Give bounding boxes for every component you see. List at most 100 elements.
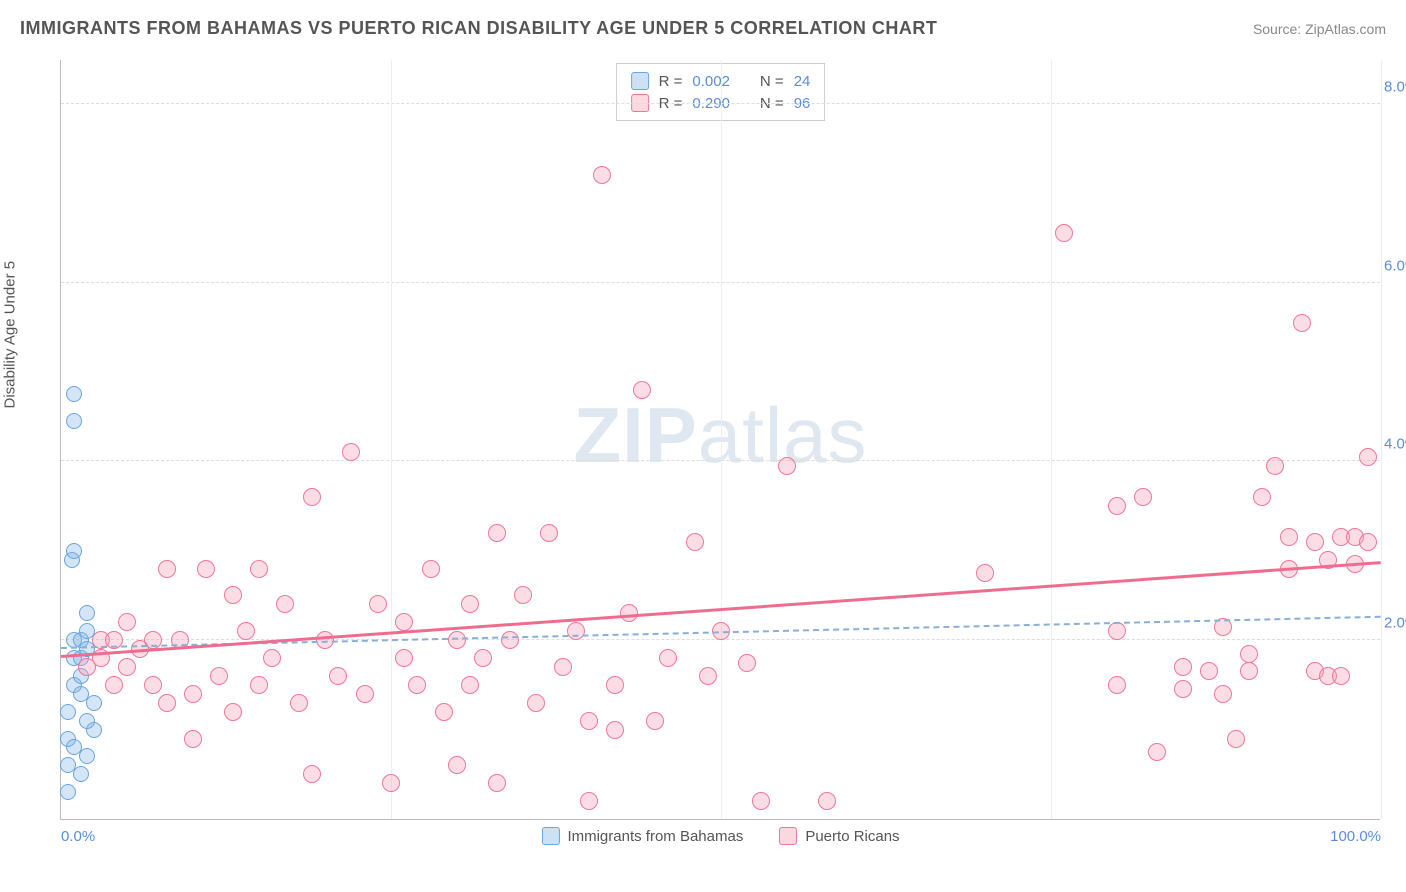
series-legend: Immigrants from Bahamas Puerto Ricans xyxy=(541,827,899,845)
data-point xyxy=(73,766,89,782)
source-label: Source: ZipAtlas.com xyxy=(1253,21,1386,37)
data-point xyxy=(105,676,123,694)
data-point xyxy=(1174,658,1192,676)
data-point xyxy=(567,622,585,640)
gridline-v xyxy=(391,60,392,819)
data-point xyxy=(79,748,95,764)
data-point xyxy=(184,685,202,703)
data-point xyxy=(738,654,756,672)
chart-title: IMMIGRANTS FROM BAHAMAS VS PUERTO RICAN … xyxy=(20,18,937,39)
data-point xyxy=(263,649,281,667)
data-point xyxy=(118,658,136,676)
data-point xyxy=(303,765,321,783)
gridline-v xyxy=(1381,60,1382,819)
data-point xyxy=(527,694,545,712)
data-point xyxy=(1280,528,1298,546)
data-point xyxy=(461,676,479,694)
data-point xyxy=(66,543,82,559)
data-point xyxy=(382,774,400,792)
y-axis-label: Disability Age Under 5 xyxy=(2,261,19,409)
gridline-v xyxy=(721,60,722,819)
data-point xyxy=(329,667,347,685)
swatch-pink-icon xyxy=(779,827,797,845)
data-point xyxy=(474,649,492,667)
data-point xyxy=(606,676,624,694)
data-point xyxy=(79,605,95,621)
data-point xyxy=(435,703,453,721)
data-point xyxy=(514,586,532,604)
data-point xyxy=(488,774,506,792)
data-point xyxy=(633,381,651,399)
data-point xyxy=(276,595,294,613)
data-point xyxy=(66,413,82,429)
data-point xyxy=(1306,533,1324,551)
scatter-chart: ZIPatlas R = 0.002 N = 24 R = 0.290 N = … xyxy=(60,60,1380,820)
data-point xyxy=(646,712,664,730)
data-point xyxy=(593,166,611,184)
data-point xyxy=(501,631,519,649)
data-point xyxy=(184,730,202,748)
data-point xyxy=(290,694,308,712)
data-point xyxy=(699,667,717,685)
data-point xyxy=(580,792,598,810)
data-point xyxy=(1253,488,1271,506)
gridline-v xyxy=(1051,60,1052,819)
data-point xyxy=(1359,533,1377,551)
y-tick-label: 8.0% xyxy=(1384,78,1406,95)
data-point xyxy=(158,560,176,578)
data-point xyxy=(66,386,82,402)
data-point xyxy=(237,622,255,640)
data-point xyxy=(422,560,440,578)
data-point xyxy=(488,524,506,542)
y-tick-label: 4.0% xyxy=(1384,436,1406,453)
header: IMMIGRANTS FROM BAHAMAS VS PUERTO RICAN … xyxy=(20,18,1386,39)
data-point xyxy=(1055,224,1073,242)
data-point xyxy=(158,694,176,712)
data-point xyxy=(408,676,426,694)
data-point xyxy=(1240,662,1258,680)
y-tick-label: 2.0% xyxy=(1384,615,1406,632)
data-point xyxy=(144,676,162,694)
data-point xyxy=(1214,685,1232,703)
data-point xyxy=(395,649,413,667)
data-point xyxy=(224,703,242,721)
data-point xyxy=(250,676,268,694)
data-point xyxy=(554,658,572,676)
x-tick-label: 0.0% xyxy=(61,828,95,845)
data-point xyxy=(976,564,994,582)
data-point xyxy=(118,613,136,631)
data-point xyxy=(540,524,558,542)
data-point xyxy=(86,695,102,711)
data-point xyxy=(818,792,836,810)
swatch-blue xyxy=(631,72,649,90)
legend-item-blue: Immigrants from Bahamas xyxy=(541,827,743,845)
data-point xyxy=(1332,667,1350,685)
data-point xyxy=(1227,730,1245,748)
legend-item-pink: Puerto Ricans xyxy=(779,827,899,845)
data-point xyxy=(448,756,466,774)
data-point xyxy=(210,667,228,685)
data-point xyxy=(1148,743,1166,761)
data-point xyxy=(1200,662,1218,680)
y-tick-label: 6.0% xyxy=(1384,257,1406,274)
data-point xyxy=(303,488,321,506)
data-point xyxy=(1134,488,1152,506)
data-point xyxy=(461,595,479,613)
data-point xyxy=(395,613,413,631)
data-point xyxy=(448,631,466,649)
data-point xyxy=(356,685,374,703)
data-point xyxy=(1108,676,1126,694)
data-point xyxy=(1293,314,1311,332)
data-point xyxy=(580,712,598,730)
data-point xyxy=(369,595,387,613)
data-point xyxy=(686,533,704,551)
data-point xyxy=(1266,457,1284,475)
data-point xyxy=(778,457,796,475)
data-point xyxy=(60,704,76,720)
data-point xyxy=(197,560,215,578)
data-point xyxy=(1108,622,1126,640)
swatch-blue-icon xyxy=(541,827,559,845)
x-tick-label: 100.0% xyxy=(1330,828,1381,845)
data-point xyxy=(1359,448,1377,466)
data-point xyxy=(659,649,677,667)
